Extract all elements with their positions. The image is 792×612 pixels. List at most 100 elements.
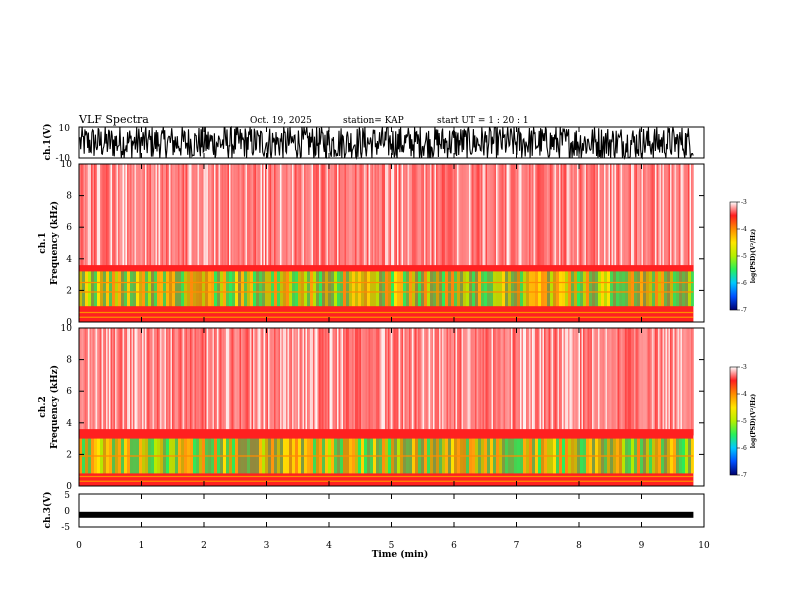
spec-column <box>299 164 301 272</box>
spec-column <box>295 328 297 436</box>
spec-column <box>338 328 340 436</box>
spec-column <box>547 164 549 272</box>
spec-column <box>505 328 507 436</box>
spec-column <box>185 328 187 436</box>
spec-column <box>169 328 171 436</box>
spec-column <box>490 328 492 436</box>
spec-band-cell <box>133 271 136 307</box>
spec-column <box>442 328 444 436</box>
spec-column <box>586 164 588 272</box>
spec-band-cell <box>145 271 148 307</box>
spec-band-cell <box>337 271 340 307</box>
ch1-colorbar: -3 -4 -5 -6 -7 log(PSD)(V²/Hz) <box>729 199 757 314</box>
spec-band-cell <box>517 271 520 307</box>
spec-column <box>637 328 639 436</box>
spec-column <box>290 164 292 272</box>
spec-band-cell <box>547 271 550 307</box>
spec-column <box>421 328 423 436</box>
spec-column <box>220 328 222 436</box>
spec-column <box>484 164 486 272</box>
spec-column <box>278 328 280 436</box>
spec-column <box>193 164 195 272</box>
spec-band-cell <box>670 271 673 307</box>
time-tick-label: 5 <box>389 541 395 551</box>
spec-band-cell <box>118 271 121 307</box>
station-label: station= KAP <box>343 116 404 126</box>
spec-column <box>215 328 217 436</box>
spec-column <box>436 328 438 436</box>
spec-column <box>448 328 450 436</box>
spec-column <box>565 164 567 272</box>
spec-column <box>689 328 691 436</box>
spec-column <box>682 328 684 436</box>
spec-column <box>175 328 177 436</box>
spec-band-cell <box>478 271 481 307</box>
spec-column <box>214 328 216 436</box>
spec-band-cell <box>421 271 424 307</box>
spec-column <box>458 328 460 436</box>
spec-column <box>397 164 399 272</box>
figure-title: VLF Spectra <box>78 113 149 126</box>
spec-column <box>365 164 367 272</box>
spec-column <box>227 164 229 272</box>
spec-column <box>100 164 102 272</box>
ch2-spectrogram-panel: 0 2 4 6 8 10 ch.2 Frequency (kHz) <box>38 324 705 492</box>
spec-column <box>452 164 454 272</box>
time-axis-ticks: 0 1 2 3 4 5 6 7 8 9 10 <box>76 127 710 551</box>
spec-column <box>472 164 474 272</box>
spec-column <box>284 328 286 436</box>
spec-column <box>473 328 475 436</box>
spec-column <box>463 328 465 436</box>
spec-column <box>563 328 565 436</box>
spec-column <box>604 164 606 272</box>
spec-column <box>677 328 679 436</box>
colorbar-tick-label: -3 <box>741 199 747 206</box>
spec-column <box>674 164 676 272</box>
spec-column <box>244 328 246 436</box>
spec-column <box>248 164 250 272</box>
spec-column <box>629 328 631 436</box>
spec-column <box>136 328 138 436</box>
colorbar-tick-label: -7 <box>741 307 747 314</box>
spec-column <box>638 164 640 272</box>
spec-column <box>589 164 591 272</box>
spec-band-cell <box>460 271 463 307</box>
spec-column <box>148 328 150 436</box>
spec-column <box>154 164 156 272</box>
spec-column <box>608 328 610 436</box>
spec-column <box>329 328 331 436</box>
spec-column <box>368 328 370 436</box>
spec-column <box>82 328 84 436</box>
spec-column <box>304 164 306 272</box>
spec-band-cell <box>127 271 130 307</box>
spec-column <box>464 328 466 436</box>
spec-band-cell <box>592 271 595 307</box>
spec-column <box>85 328 87 436</box>
spec-column <box>362 164 364 272</box>
spec-column <box>665 164 667 272</box>
spec-band-cell <box>151 271 154 307</box>
spec-column <box>296 328 298 436</box>
spec-band-cell <box>406 271 409 307</box>
spec-band-cell <box>439 271 442 307</box>
spec-column <box>182 328 184 436</box>
spec-column <box>185 164 187 272</box>
spec-column <box>539 328 541 436</box>
spec-band-cell <box>397 271 400 307</box>
spec-column <box>163 164 165 272</box>
spec-column <box>628 164 630 272</box>
spec-column <box>478 328 480 436</box>
spec-band-cell <box>229 271 232 307</box>
spec-column <box>674 328 676 436</box>
spec-column <box>580 164 582 272</box>
spec-column <box>625 164 627 272</box>
spec-band-cell <box>457 271 460 307</box>
spec-column <box>641 328 643 436</box>
spec-column <box>671 164 673 272</box>
spec-column <box>316 328 318 436</box>
spec-column <box>508 328 510 436</box>
spec-column <box>209 164 211 272</box>
spec-band-cell <box>616 271 619 307</box>
spec-column <box>134 328 136 436</box>
freq-tick-label: 0 <box>66 318 72 328</box>
